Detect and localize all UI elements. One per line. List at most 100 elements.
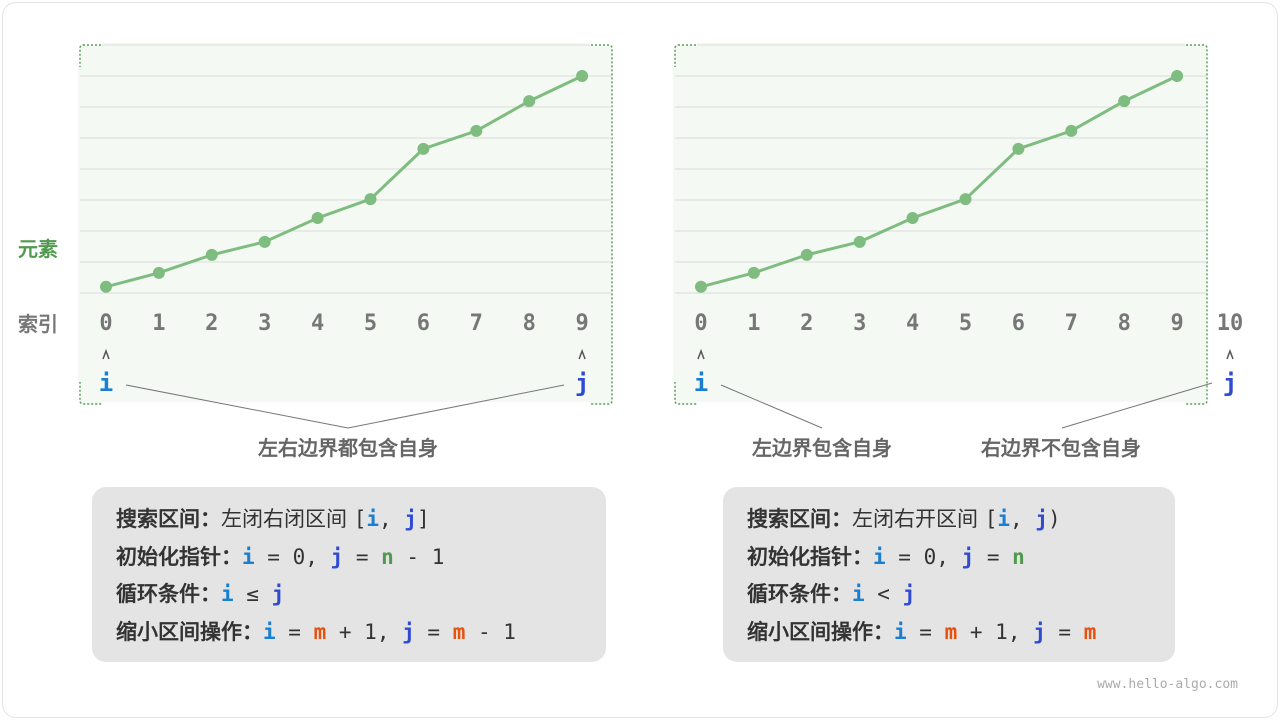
var-j: j [271,582,285,606]
index-tick: 6 [1012,311,1025,336]
index-label: 索引 [18,312,58,336]
key: 搜索区间： [116,507,221,531]
search-interval-row: 搜索区间：左闭右开区间 [i, j) [747,501,1151,539]
var-i: i [366,507,379,531]
expr: = [275,619,314,644]
expr: = [1045,619,1084,644]
index-tick: 1 [152,311,165,336]
right-caption-right: 右边界不包含自身 [981,436,1141,460]
var-i: i [852,582,865,606]
left-edge-mask [102,402,590,406]
index-tick: 0 [99,311,112,336]
data-point [1012,142,1025,155]
expr: = [343,544,382,569]
var-i: i [263,619,276,644]
expr: - 1 [465,619,516,644]
var-j: j [1035,507,1048,531]
var-i: i [997,507,1010,531]
data-point [1065,124,1078,137]
data-point [906,211,919,224]
index-tick: 8 [523,311,536,336]
index-tick: 3 [853,311,866,336]
data-point [470,124,483,137]
leader-line [347,384,565,429]
sep: , [379,507,405,531]
right-edge-mask [673,67,677,382]
data-point [959,193,972,206]
loop-row: 循环条件：i ≤ j [116,576,582,614]
text: 左闭右闭区间 [221,507,354,531]
key: 初始化指针： [747,544,873,569]
expr: = [974,544,1013,569]
left-edge-mask [78,67,82,382]
var-n: n [381,544,394,569]
pointer-i: i [694,369,708,397]
index-tick: 2 [800,311,813,336]
data-point [364,193,377,206]
index-tick: 7 [470,311,483,336]
index-tick: 4 [906,311,919,336]
leader-line [125,384,349,429]
index-tick: 6 [417,311,430,336]
op: ≤ [233,582,272,606]
key: 循环条件： [747,582,852,606]
data-point [100,280,112,293]
element-label: 元素 [18,237,58,261]
expr: = [906,619,945,644]
right-series-line [700,74,1178,289]
expr: + 1, [326,619,403,644]
pointer-i: i [99,369,113,397]
index-tick: 10 [1217,311,1244,336]
leader-line [720,384,823,429]
watermark: www.hello-algo.com [1097,677,1238,692]
index-tick: 3 [258,311,271,336]
data-point [576,70,589,82]
key: 搜索区间： [747,507,852,531]
data-point [152,266,165,279]
expr: = [414,619,453,644]
expr: - 1 [393,544,445,569]
var-i: i [894,619,907,644]
index-tick: 9 [1170,311,1183,336]
op: < [864,582,903,606]
var-i: i [873,544,886,569]
key: 缩小区间操作： [747,619,894,644]
pointer-j: j [575,369,589,397]
key: 初始化指针： [116,544,242,569]
data-point [1171,70,1184,82]
pointer-arrow-icon [102,348,110,360]
right-edge-mask [697,402,1185,406]
var-i: i [242,544,255,569]
shrink-row: 缩小区间操作：i = m + 1, j = m [747,614,1151,652]
loop-row: 循环条件：i < j [747,576,1151,614]
data-point [258,235,271,248]
leader-line [1061,382,1213,429]
var-m: m [944,619,958,644]
data-point [311,211,324,224]
text: 左闭右开区间 [852,507,985,531]
var-j: j [404,507,417,531]
data-point [523,95,536,108]
search-interval-row: 搜索区间：左闭右闭区间 [i, j] [116,501,582,539]
bracket: [ [353,507,367,531]
data-point [1118,95,1131,108]
bracket: [ [984,507,998,531]
index-tick: 2 [205,311,218,336]
data-point [205,248,218,261]
init-row: 初始化指针：i = 0, j = n - 1 [116,539,582,577]
data-point [853,235,866,248]
index-tick: 7 [1065,311,1078,336]
var-m: m [452,619,466,644]
index-tick: 5 [364,311,377,336]
pointer-arrow-icon [697,348,705,360]
index-tick: 0 [694,311,707,336]
data-point [800,248,813,261]
key: 缩小区间操作： [116,619,263,644]
sep: , [1010,507,1036,531]
key: 循环条件： [116,582,221,606]
bracket: ] [416,507,430,531]
init-row: 初始化指针：i = 0, j = n [747,539,1151,577]
var-j: j [902,582,916,606]
